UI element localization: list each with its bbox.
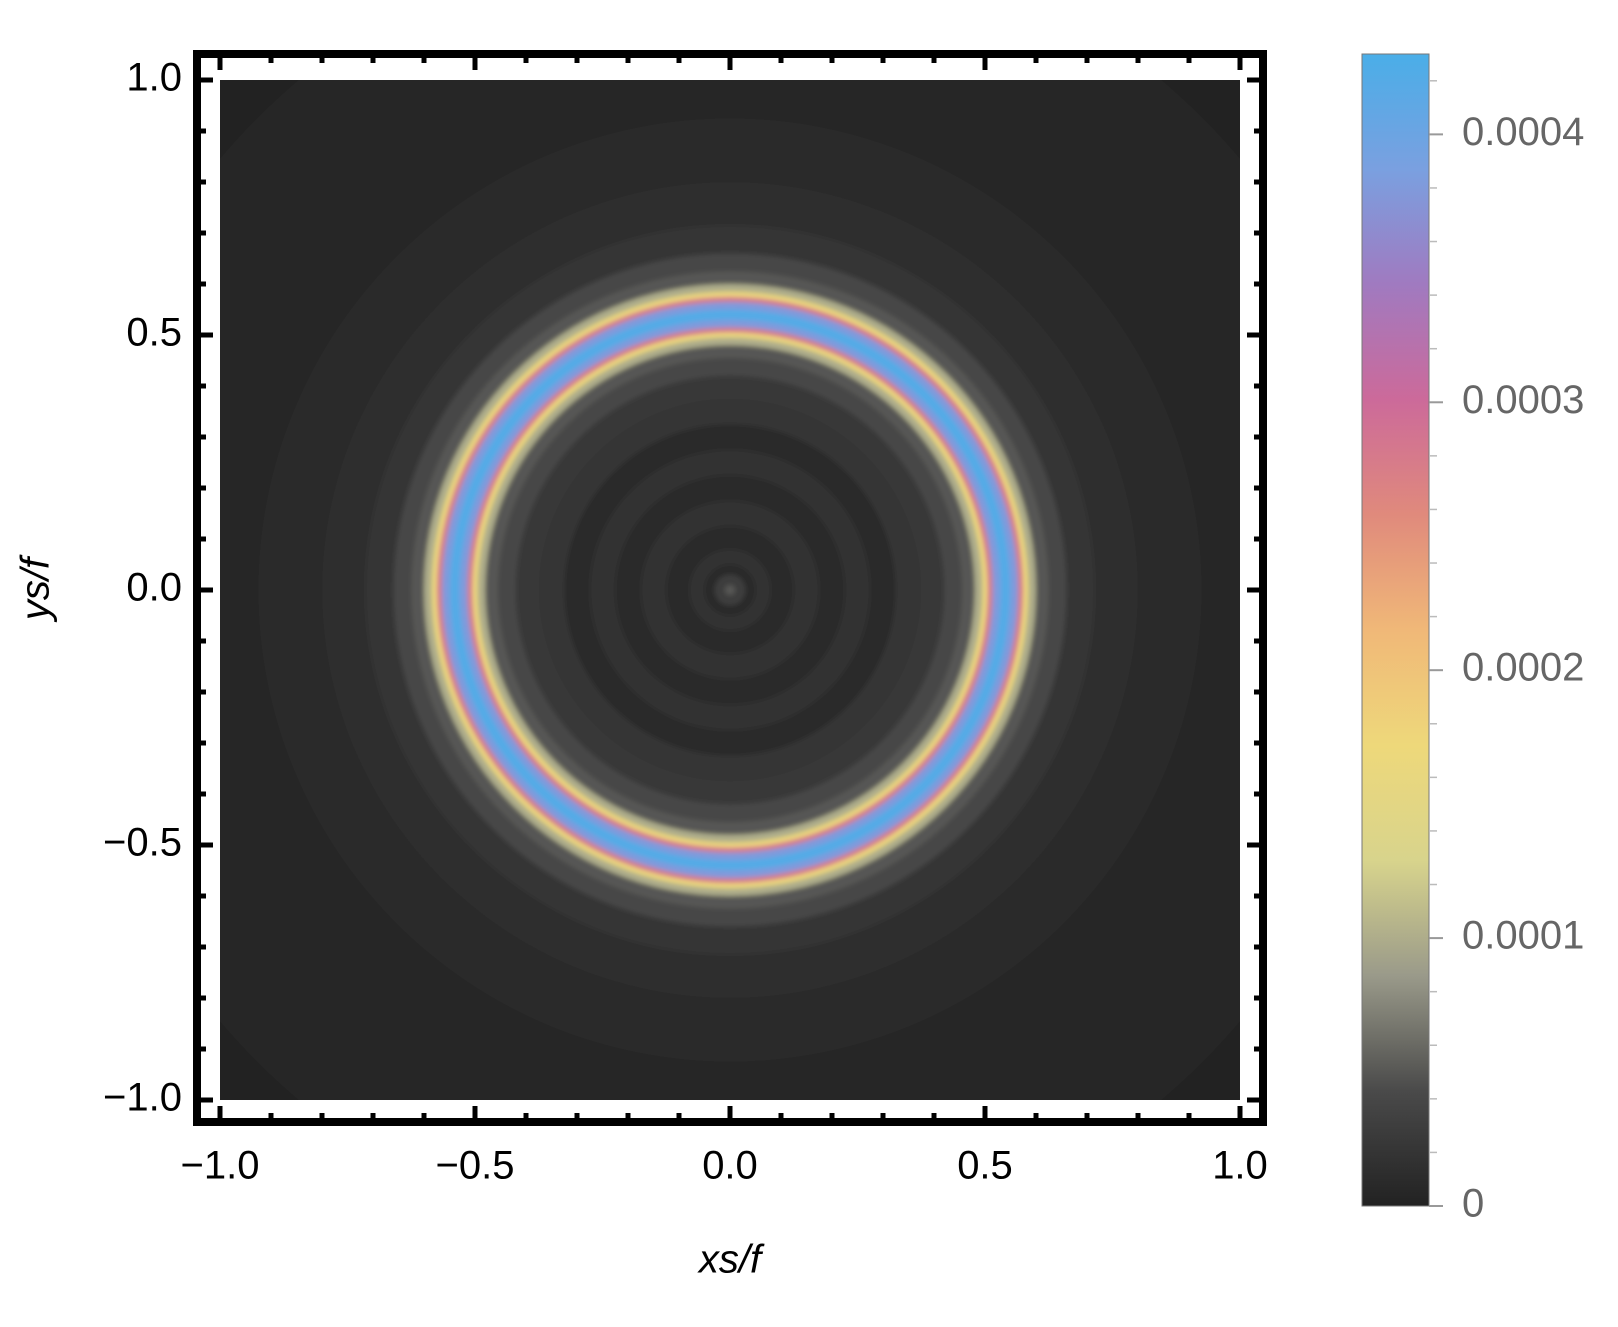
axes: −1.0 −0.5 0.0 0.5 1.0 −1.0 −0.5 0.0 0.5 1.0: [103, 54, 1268, 1188]
y-axis-label: ys/f: [14, 554, 58, 623]
y-tick-label: −1.0: [103, 1076, 182, 1120]
colorbar-tick-label: 0.0004: [1462, 110, 1584, 154]
y-tick-label: 1.0: [126, 56, 182, 100]
y-tick-label: 0.0: [126, 566, 182, 610]
colorbar: 0 0.0001 0.0002 0.0003 0.0004: [1361, 53, 1584, 1226]
density-ring: [724, 584, 736, 596]
x-tick-label: 0.5: [957, 1144, 1013, 1188]
y-tick-label: 0.5: [126, 311, 182, 355]
colorbar-scale: [1361, 53, 1430, 1207]
density-area: [220, 80, 1240, 1100]
colorbar-tick-label: 0.0001: [1462, 914, 1584, 958]
x-tick-label: −0.5: [436, 1144, 515, 1188]
density-rings: [220, 80, 1240, 1100]
colorbar-tick-label: 0.0003: [1462, 378, 1584, 422]
x-tick-label: 0.0: [702, 1144, 758, 1188]
x-tick-label: −1.0: [181, 1144, 260, 1188]
colorbar-tick-label: 0: [1462, 1182, 1484, 1226]
y-tick-label: −0.5: [103, 821, 182, 865]
colorbar-tick-label: 0.0002: [1462, 646, 1584, 690]
x-axis-label: xs/f: [697, 1238, 765, 1282]
x-tick-label: 1.0: [1212, 1144, 1268, 1188]
